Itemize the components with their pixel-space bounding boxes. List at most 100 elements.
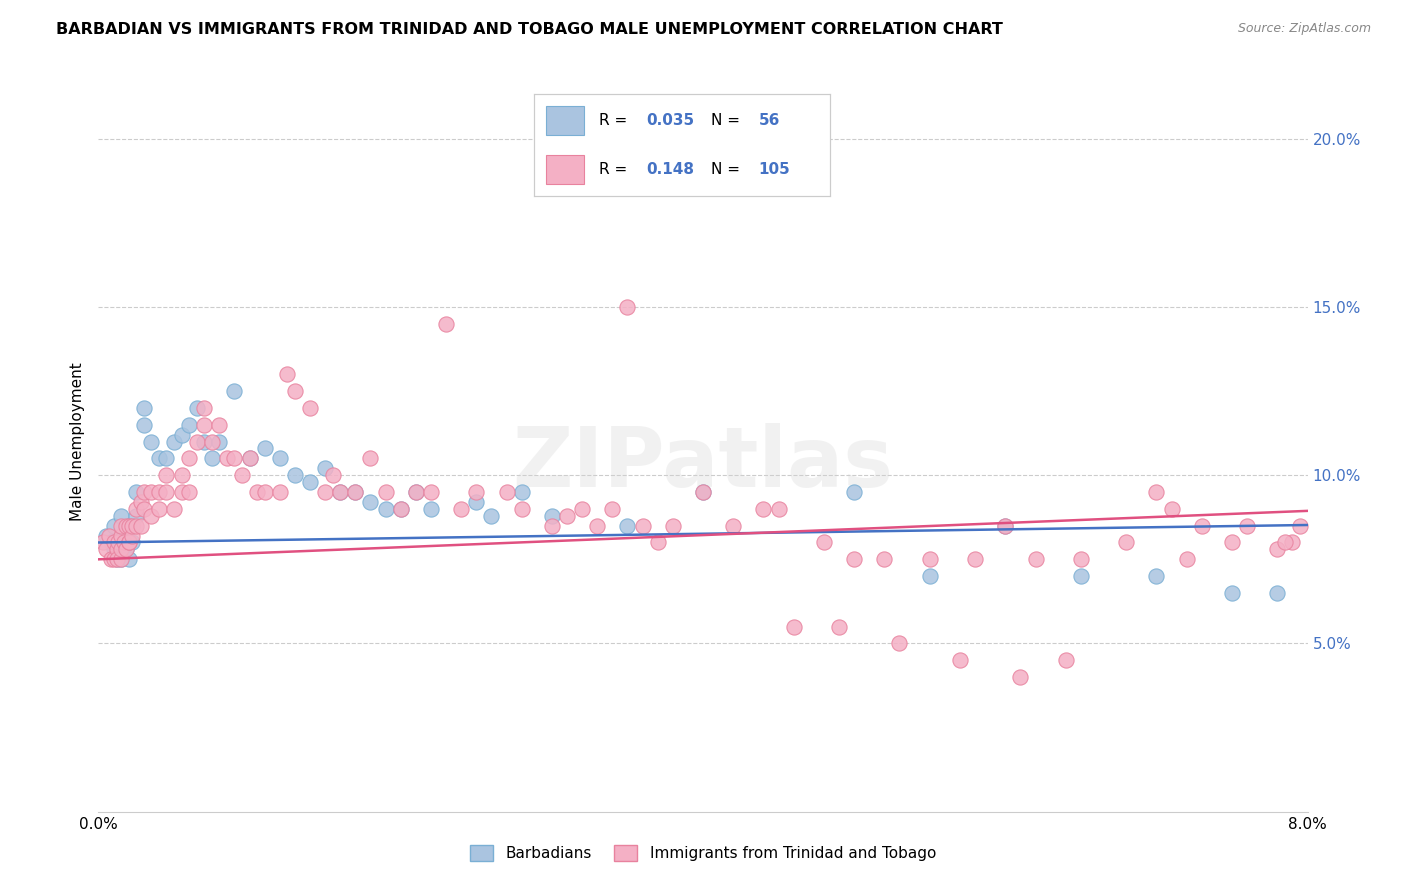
Text: N =: N = (711, 162, 745, 178)
Point (450, 501, 472, 516)
Point (1267, 542, 1289, 557)
Point (647, 535, 669, 549)
Point (299, 475, 322, 489)
Point (110, 542, 132, 557)
Point (1274, 535, 1296, 549)
Point (420, 501, 443, 516)
Point (616, 300, 638, 314)
Text: 0.035: 0.035 (647, 112, 695, 128)
Point (389, 501, 412, 516)
Point (360, 451, 382, 466)
Point (994, 518, 1017, 533)
Point (1160, 501, 1182, 516)
Point (844, 552, 866, 566)
Point (1191, 518, 1213, 533)
Point (949, 653, 972, 667)
Point (112, 535, 135, 549)
Point (105, 535, 128, 549)
Point (141, 485, 163, 500)
Text: BARBADIAN VS IMMIGRANTS FROM TRINIDAD AND TOBAGO MALE UNEMPLOYMENT CORRELATION C: BARBADIAN VS IMMIGRANTS FROM TRINIDAD AN… (56, 22, 1002, 37)
Point (155, 485, 177, 500)
Point (224, 384, 246, 398)
Point (1175, 552, 1198, 566)
Point (661, 518, 683, 533)
Point (132, 501, 155, 516)
Point (105, 552, 128, 566)
Text: 105: 105 (759, 162, 790, 178)
Text: R =: R = (599, 162, 633, 178)
Point (1146, 569, 1168, 583)
Point (510, 501, 533, 516)
Point (374, 485, 396, 500)
Point (844, 485, 866, 500)
Point (239, 451, 262, 466)
Point (1010, 670, 1032, 684)
FancyBboxPatch shape (546, 106, 585, 135)
Point (103, 542, 125, 557)
Point (269, 451, 291, 466)
Point (125, 501, 148, 516)
Point (465, 485, 488, 500)
Text: N =: N = (711, 112, 745, 128)
Point (918, 569, 941, 583)
Point (163, 501, 186, 516)
Point (193, 417, 215, 432)
Point (314, 485, 336, 500)
Point (1220, 586, 1243, 600)
Point (540, 518, 562, 533)
Point (132, 485, 155, 500)
Point (782, 619, 804, 633)
Point (374, 501, 396, 516)
Point (555, 508, 578, 523)
Point (1289, 518, 1312, 533)
Point (465, 495, 488, 509)
Point (276, 368, 298, 382)
Point (329, 485, 352, 500)
Point (208, 417, 231, 432)
Point (752, 501, 775, 516)
Point (1236, 518, 1258, 533)
Point (179, 485, 201, 500)
Point (170, 427, 193, 442)
Point (495, 485, 517, 500)
Point (110, 552, 132, 566)
Point (344, 485, 367, 500)
Point (253, 442, 276, 456)
Point (299, 401, 322, 415)
Point (631, 518, 654, 533)
Point (201, 434, 224, 449)
Point (105, 552, 128, 566)
Point (121, 529, 143, 543)
Y-axis label: Male Unemployment: Male Unemployment (69, 362, 84, 521)
Point (420, 485, 443, 500)
Point (1146, 485, 1168, 500)
Point (1070, 552, 1092, 566)
Point (132, 417, 155, 432)
Point (179, 417, 201, 432)
Point (405, 485, 427, 500)
Point (201, 451, 224, 466)
Point (118, 552, 141, 566)
Point (616, 518, 638, 533)
Point (329, 485, 352, 500)
Point (129, 518, 152, 533)
Point (118, 535, 141, 549)
Point (873, 552, 896, 566)
Point (110, 552, 132, 566)
Point (889, 636, 911, 650)
Legend: Barbadians, Immigrants from Trinidad and Tobago: Barbadians, Immigrants from Trinidad and… (464, 838, 942, 867)
Point (103, 552, 125, 566)
Point (163, 434, 186, 449)
Point (129, 495, 152, 509)
Point (112, 529, 135, 543)
Text: ZIPatlas: ZIPatlas (513, 423, 893, 504)
Point (284, 384, 307, 398)
Point (224, 451, 246, 466)
Point (132, 401, 155, 415)
Point (994, 518, 1017, 533)
Point (118, 518, 141, 533)
Point (155, 468, 177, 483)
Point (114, 518, 136, 533)
Point (246, 485, 269, 500)
Point (170, 468, 193, 483)
